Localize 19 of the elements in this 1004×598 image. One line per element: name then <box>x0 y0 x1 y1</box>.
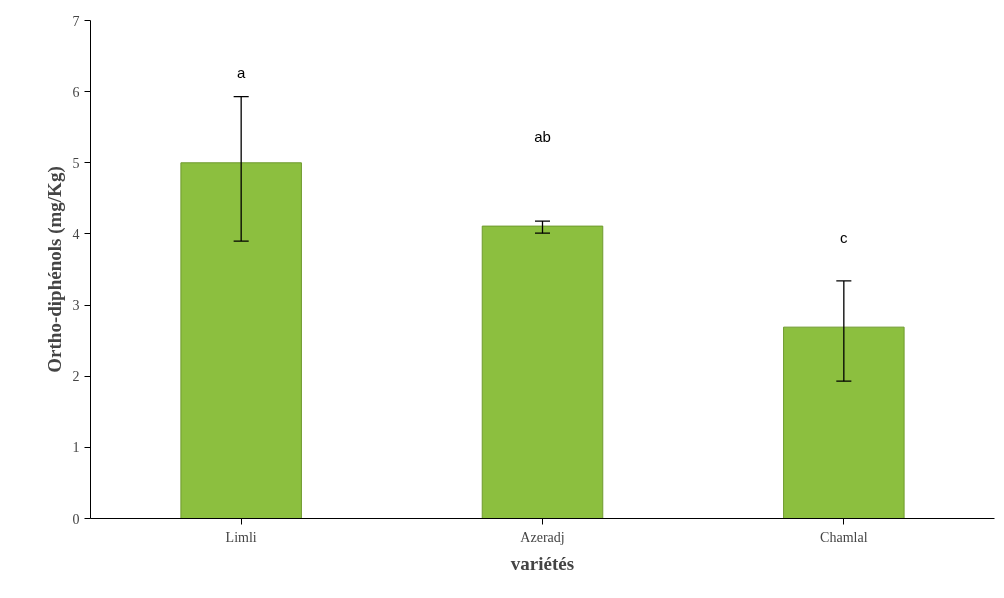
annotation: a <box>237 64 246 82</box>
annotation: ab <box>534 127 551 145</box>
y-tick-label: 4 <box>72 226 80 242</box>
y-tick-label: 7 <box>72 13 80 29</box>
bar <box>481 225 604 519</box>
y-tick-label: 3 <box>72 298 80 314</box>
y-tick-label: 1 <box>72 440 80 456</box>
y-tick-label: 6 <box>72 84 80 100</box>
bar <box>180 162 302 519</box>
x-axis-title: variétés <box>510 552 575 574</box>
y-tick-label: 0 <box>72 511 80 527</box>
x-tick-label: Azeradj <box>520 529 565 545</box>
x-tick-label: Limli <box>225 529 257 545</box>
y-tick-label: 5 <box>72 155 80 171</box>
y-axis-title: Ortho-diphénols (mg/Kg) <box>43 166 66 373</box>
x-tick-label: Chamlal <box>820 529 868 545</box>
annotation: c <box>840 228 849 246</box>
y-tick-label: 2 <box>72 369 80 385</box>
bar <box>783 326 905 519</box>
